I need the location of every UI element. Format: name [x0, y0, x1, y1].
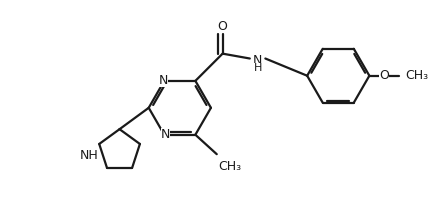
Text: CH₃: CH₃ — [405, 69, 428, 82]
Text: O: O — [218, 20, 227, 33]
Text: H: H — [253, 63, 262, 73]
Text: N: N — [159, 74, 168, 87]
Text: CH₃: CH₃ — [219, 160, 242, 173]
Text: NH: NH — [80, 149, 99, 162]
Text: O: O — [379, 69, 389, 82]
Text: N: N — [253, 54, 262, 67]
Text: N: N — [160, 128, 170, 141]
